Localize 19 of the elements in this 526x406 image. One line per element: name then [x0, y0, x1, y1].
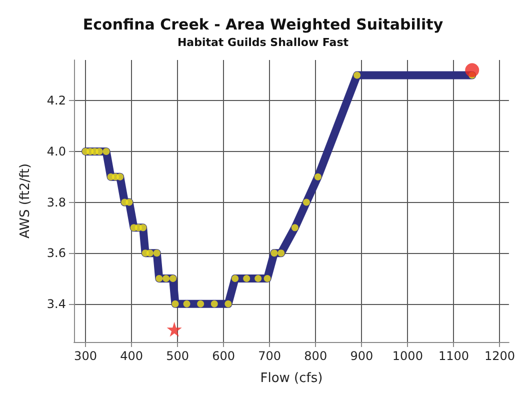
x-tick-label: 400: [120, 349, 143, 363]
y-axis-title: AWS (ft2/ft): [18, 163, 33, 239]
x-tick-label: 900: [350, 349, 374, 363]
x-tick-label: 700: [258, 349, 282, 363]
y-tick-label: 4.0: [46, 144, 66, 158]
x-tick-label: 300: [74, 349, 97, 363]
y-tick-label: 3.8: [46, 195, 66, 210]
x-tick-label: 600: [212, 349, 236, 363]
y-tick-label: 4.2: [46, 94, 66, 108]
chart-title: Econfina Creek - Area Weighted Suitability: [82, 16, 444, 34]
y-tick-label: 3.4: [46, 296, 66, 311]
x-tick-label: 1200: [484, 349, 516, 363]
x-tick-label: 1000: [392, 349, 423, 363]
x-tick-label: 800: [304, 349, 328, 363]
x-tick-label: 500: [166, 349, 190, 363]
chart-subtitle: Habitat Guilds Shallow Fast: [177, 36, 349, 49]
x-tick-label: 1100: [438, 349, 469, 363]
x-axis-title: Flow (cfs): [260, 371, 323, 386]
y-tick-label: 3.6: [46, 246, 66, 260]
